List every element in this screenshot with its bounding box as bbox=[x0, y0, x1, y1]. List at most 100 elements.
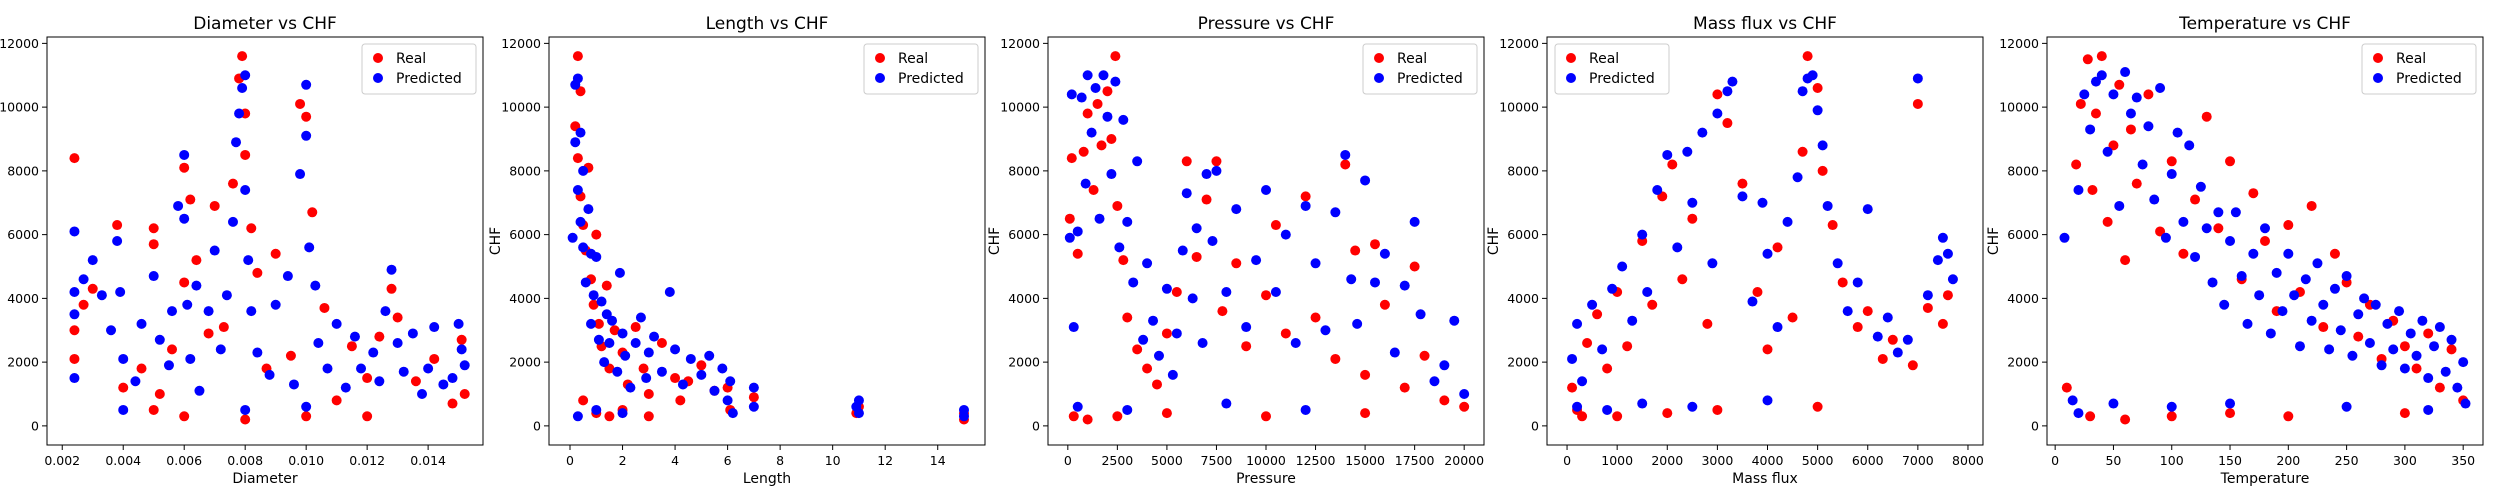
data-point-real bbox=[301, 111, 312, 122]
data-point-predicted bbox=[1280, 229, 1291, 240]
data-point-predicted bbox=[288, 379, 299, 390]
data-point-predicted bbox=[1290, 338, 1301, 348]
data-point-predicted bbox=[630, 338, 641, 348]
y-tick-label: 2000 bbox=[509, 355, 541, 370]
data-point-real bbox=[1132, 344, 1143, 355]
data-point-real bbox=[2248, 188, 2259, 199]
data-point-real bbox=[246, 223, 257, 234]
data-point-real bbox=[69, 353, 80, 364]
data-point-real bbox=[2399, 408, 2410, 419]
data-point-real bbox=[638, 363, 649, 374]
data-point-real bbox=[748, 392, 759, 403]
y-tick-label: 4000 bbox=[2007, 291, 2039, 306]
data-point-predicted bbox=[2434, 322, 2445, 333]
data-point-predicted bbox=[580, 277, 591, 288]
data-point-predicted bbox=[1177, 245, 1188, 256]
data-point-predicted bbox=[264, 369, 275, 380]
data-point-real bbox=[136, 363, 147, 374]
data-point-predicted bbox=[1722, 86, 1733, 97]
data-point-predicted bbox=[203, 306, 214, 317]
data-point-predicted bbox=[1415, 309, 1426, 320]
data-point-real bbox=[1082, 414, 1093, 425]
data-point-real bbox=[1064, 213, 1075, 224]
y-tick-label: 2000 bbox=[1507, 355, 1539, 370]
data-point-predicted bbox=[1687, 197, 1698, 208]
x-tick-label: 0.012 bbox=[349, 453, 385, 468]
data-point-predicted bbox=[2271, 267, 2282, 278]
data-point-predicted bbox=[2324, 344, 2335, 355]
data-point-real bbox=[227, 178, 238, 189]
data-point-real bbox=[2061, 382, 2072, 393]
data-point-predicted bbox=[2359, 293, 2370, 304]
data-point-real bbox=[69, 325, 80, 336]
data-point-real bbox=[1280, 328, 1291, 339]
data-point-predicted bbox=[1947, 274, 1958, 285]
data-point-predicted bbox=[1399, 280, 1410, 291]
data-point-predicted bbox=[1902, 334, 1913, 345]
legend: Real Predicted bbox=[863, 43, 979, 95]
data-point-predicted bbox=[1762, 248, 1773, 259]
data-point-predicted bbox=[1370, 277, 1380, 288]
x-tick-label: 6 bbox=[724, 453, 732, 468]
data-point-predicted bbox=[118, 353, 129, 364]
data-point-predicted bbox=[1090, 83, 1101, 93]
chart-title: Length vs CHF bbox=[706, 14, 829, 34]
data-point-predicted bbox=[349, 331, 360, 342]
x-tick-label: 8 bbox=[776, 453, 784, 468]
data-point-predicted bbox=[2073, 185, 2084, 195]
data-point-predicted bbox=[748, 401, 759, 412]
data-point-predicted bbox=[1072, 226, 1083, 237]
data-point-real bbox=[591, 229, 602, 240]
data-point-predicted bbox=[1807, 70, 1818, 81]
legend-label-real: Real bbox=[898, 51, 928, 67]
data-point-predicted bbox=[617, 328, 628, 339]
data-point-real bbox=[2446, 344, 2457, 355]
data-point-predicted bbox=[641, 373, 652, 384]
data-point-predicted bbox=[185, 353, 196, 364]
data-point-real bbox=[362, 373, 373, 384]
data-point-predicted bbox=[1782, 216, 1793, 227]
data-point-predicted bbox=[386, 264, 397, 275]
data-point-predicted bbox=[1602, 404, 1613, 415]
data-point-real bbox=[307, 207, 318, 218]
data-point-predicted bbox=[456, 344, 467, 355]
data-point-predicted bbox=[179, 149, 190, 160]
data-point-real bbox=[237, 51, 248, 62]
data-point-predicted bbox=[1241, 322, 1252, 333]
data-point-real bbox=[675, 395, 686, 406]
data-point-predicted bbox=[215, 344, 226, 355]
data-point-real bbox=[191, 255, 202, 266]
x-tick-label: 14 bbox=[930, 453, 946, 468]
data-point-predicted bbox=[2423, 373, 2434, 384]
y-tick-label: 4000 bbox=[1507, 291, 1539, 306]
data-point-real bbox=[118, 382, 129, 393]
data-point-real bbox=[2178, 248, 2189, 259]
data-point-real bbox=[386, 283, 397, 294]
y-axis-label: CHF bbox=[0, 227, 2, 255]
data-point-real bbox=[2102, 216, 2113, 227]
data-point-real bbox=[179, 411, 190, 422]
x-tick-label: 20000 bbox=[1444, 453, 1484, 468]
y-tick-label: 12000 bbox=[1499, 36, 1539, 51]
data-point-real bbox=[604, 411, 615, 422]
y-tick-label: 6000 bbox=[7, 227, 39, 242]
data-point-real bbox=[1066, 153, 1077, 164]
data-point-predicted bbox=[1138, 334, 1149, 345]
data-point-real bbox=[656, 338, 667, 348]
data-point-predicted bbox=[1086, 127, 1097, 138]
data-point-predicted bbox=[2335, 325, 2346, 336]
data-point-predicted bbox=[1662, 149, 1673, 160]
data-point-real bbox=[179, 277, 190, 288]
data-point-predicted bbox=[423, 363, 434, 374]
chart-panel: Length vs CHF 0 2000 4000 6000 8000 10000 12000… bbox=[488, 14, 986, 487]
data-point-predicted bbox=[727, 408, 738, 419]
data-point-predicted bbox=[2306, 315, 2317, 326]
data-point-real bbox=[1106, 134, 1117, 144]
data-point-predicted bbox=[1191, 223, 1202, 234]
data-point-predicted bbox=[2376, 360, 2387, 371]
data-point-predicted bbox=[1942, 248, 1953, 259]
data-point-predicted bbox=[1862, 204, 1873, 215]
data-point-predicted bbox=[599, 357, 610, 368]
data-point-predicted bbox=[2260, 223, 2270, 234]
data-point-predicted bbox=[1310, 258, 1321, 269]
